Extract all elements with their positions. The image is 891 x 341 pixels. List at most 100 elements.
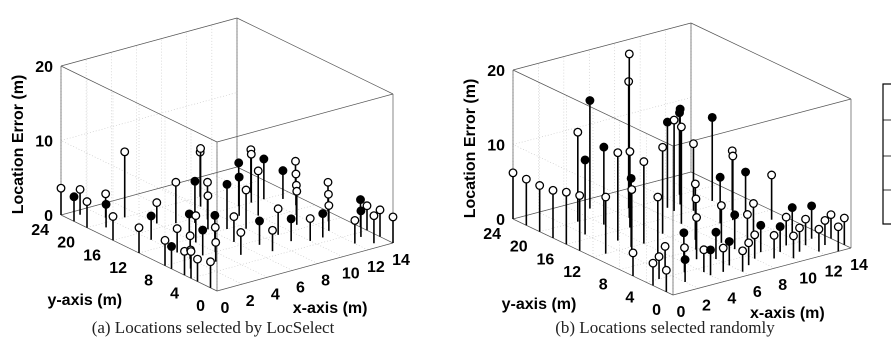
data-point-open — [193, 254, 202, 264]
data-point-filled — [807, 201, 817, 211]
data-point-open — [171, 177, 181, 187]
y-tick-label: 8 — [144, 273, 153, 290]
x-tick-label: 6 — [753, 284, 762, 301]
data-point-open — [203, 177, 212, 187]
data-point-open — [291, 169, 301, 179]
y-tick-label: 0 — [196, 298, 205, 315]
gridline-wall-z — [512, 97, 692, 145]
data-point-filled — [711, 227, 721, 237]
axis-box-edge — [512, 69, 674, 147]
x-tick-label: 12 — [825, 264, 843, 281]
data-point-open — [273, 204, 283, 214]
axis-box-edge — [672, 98, 852, 147]
y-axis-label: y-axis (m) — [502, 296, 577, 313]
x-tick-label: 12 — [367, 259, 385, 276]
data-point-open — [749, 199, 758, 208]
data-point-filled — [318, 209, 328, 219]
data-point-filled — [278, 166, 288, 176]
y-tick-label: 0 — [652, 302, 661, 319]
axis-box-edge — [216, 93, 394, 143]
x-axis-label: x-axis (m) — [750, 305, 825, 322]
data-point-open — [548, 185, 558, 195]
data-point-filled — [167, 242, 176, 251]
data-point-filled — [190, 176, 200, 186]
x-tick-label: 0 — [221, 300, 230, 317]
axis-box-edge — [216, 242, 394, 292]
data-point-open — [561, 187, 571, 197]
data-point-filled — [255, 216, 264, 226]
gridline-wall-z — [512, 144, 674, 221]
y-axis-label: y-axis (m) — [47, 292, 122, 309]
data-point-open — [767, 170, 777, 180]
data-point-open — [660, 241, 670, 251]
data-point-open — [839, 213, 849, 223]
data-point-open — [613, 148, 623, 158]
data-point-filled — [775, 222, 785, 232]
x-tick-label: 4 — [271, 286, 280, 303]
data-point-open — [291, 156, 300, 166]
gridline-floor-y — [86, 179, 264, 228]
gridline-floor-y — [112, 192, 290, 241]
data-point-open — [689, 139, 698, 149]
data-point-open — [820, 215, 830, 225]
gridline-floor-y — [190, 230, 368, 279]
axis-box-edge — [60, 17, 238, 67]
axis-box-edge — [60, 65, 218, 143]
z-tick-label: 20 — [35, 59, 53, 76]
data-point-open — [362, 201, 372, 211]
gridline-floor-y — [592, 209, 772, 258]
data-point-open — [185, 231, 195, 241]
data-point-open — [196, 144, 206, 153]
data-point-open — [691, 194, 701, 204]
data-point-open — [769, 230, 779, 240]
x-tick-label: 8 — [778, 277, 787, 294]
z-axis-label: Location Error (m) — [10, 75, 27, 215]
data-point-filled — [222, 179, 232, 189]
axis-box-edge — [60, 166, 238, 216]
data-point-open — [795, 223, 804, 233]
data-point-open — [75, 184, 85, 194]
x-tick-label: 2 — [702, 297, 711, 314]
data-point-open — [206, 257, 215, 267]
data-point-open — [654, 252, 664, 262]
data-point-open — [738, 246, 748, 256]
x-tick-label: 6 — [296, 279, 305, 296]
data-point-open — [573, 127, 583, 137]
data-point-open — [742, 210, 752, 219]
data-point-open — [152, 198, 162, 208]
data-point-filled — [146, 211, 156, 221]
data-point-open — [692, 213, 702, 222]
data-point-open — [744, 238, 754, 248]
data-point-filled — [599, 142, 609, 152]
data-point-open — [690, 179, 700, 189]
data-point-filled — [680, 255, 690, 265]
y-tick-label: 24 — [483, 226, 501, 243]
data-point-filled — [787, 203, 797, 213]
gridline-floor-y — [646, 235, 825, 283]
y-tick-label: 16 — [83, 247, 101, 264]
data-point-open — [375, 205, 385, 215]
axis-box-edge — [512, 22, 692, 71]
data-point-open — [814, 224, 824, 234]
data-point-filled — [741, 167, 751, 177]
z-axis-label: Location Error (m) — [462, 79, 479, 219]
axis-box-edge — [236, 17, 394, 95]
data-point-filled — [707, 112, 717, 122]
data-point-open — [253, 166, 263, 176]
data-point-open — [833, 222, 843, 232]
gridline-floor-x — [665, 178, 826, 255]
data-point-open — [323, 177, 333, 187]
data-point-filled — [234, 158, 244, 168]
data-point-open — [624, 49, 634, 59]
data-point-filled — [356, 206, 366, 216]
y-tick-label: 24 — [31, 222, 49, 239]
data-point-open — [191, 211, 201, 221]
data-point-filled — [101, 199, 111, 209]
data-point-filled — [730, 210, 740, 220]
caption-a: (a) Locations selected by LocSelect — [92, 318, 335, 337]
gridline-floor-x — [111, 201, 268, 278]
data-point-open — [172, 224, 182, 234]
data-point-open — [268, 225, 277, 235]
z-tick-label: 0 — [44, 208, 53, 225]
